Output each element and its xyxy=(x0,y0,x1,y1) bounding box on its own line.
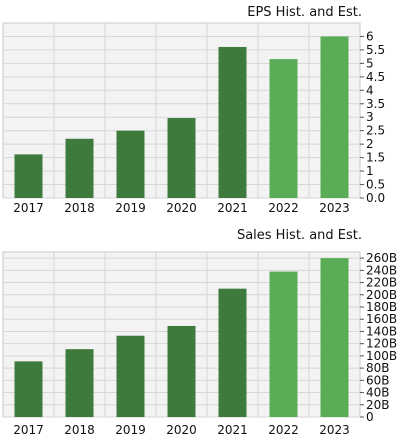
x-tick-label: 2022 xyxy=(268,201,299,215)
y-tick-label: 220B xyxy=(366,276,397,290)
y-tick-label: 0.5 xyxy=(366,178,385,192)
bar-2020 xyxy=(167,118,196,198)
x-tick-label: 2020 xyxy=(166,423,197,437)
y-tick-label: 0.0 xyxy=(366,191,385,205)
bar-2023 xyxy=(320,36,349,198)
bar-2018 xyxy=(65,138,94,198)
bar-2020 xyxy=(167,325,196,417)
x-tick-label: 2017 xyxy=(13,201,44,215)
x-tick-label: 2020 xyxy=(166,201,197,215)
y-tick-label: 260B xyxy=(366,251,397,265)
x-tick-label: 2021 xyxy=(217,201,248,215)
y-tick-label: 2 xyxy=(366,137,374,151)
y-tick-label: 5 xyxy=(366,56,374,70)
chart-title: EPS Hist. and Est. xyxy=(247,5,362,20)
bar-2017 xyxy=(14,361,43,417)
bar-2022 xyxy=(269,271,298,417)
y-tick-label: 5.5 xyxy=(366,43,385,57)
y-tick-label: 1 xyxy=(366,164,374,178)
y-tick-label: 40B xyxy=(366,386,390,400)
sales-chart-svg: 020B40B60B80B100B120B140B160B180B200B220… xyxy=(2,251,397,437)
y-tick-label: 200B xyxy=(366,288,397,302)
bar-2021 xyxy=(218,46,247,198)
x-tick-label: 2017 xyxy=(13,423,44,437)
y-tick-label: 80B xyxy=(366,361,390,375)
y-tick-label: 3.5 xyxy=(366,97,385,111)
y-tick-label: 100B xyxy=(366,349,397,363)
bar-2017 xyxy=(14,154,43,198)
x-tick-label: 2019 xyxy=(115,201,146,215)
y-tick-label: 120B xyxy=(366,337,397,351)
y-tick-label: 0 xyxy=(366,410,374,424)
y-tick-label: 2.5 xyxy=(366,124,385,138)
eps-chart: EPS Hist. and Est. 0.0 0.5 1 1.5 2 2.5 3 3.5 4 4.… xyxy=(2,5,385,215)
y-tick-label: 180B xyxy=(366,300,397,314)
y-tick-label: 160B xyxy=(366,312,397,326)
x-tick-label: 2019 xyxy=(115,423,146,437)
bar-2018 xyxy=(65,349,94,417)
x-tick-label: 2018 xyxy=(64,423,95,437)
y-tick-label: 20B xyxy=(366,398,390,412)
bar-2019 xyxy=(116,335,145,417)
x-tick-label: 2021 xyxy=(217,423,248,437)
y-tick-label: 140B xyxy=(366,324,397,338)
y-tick-label: 1.5 xyxy=(366,151,385,165)
x-tick-label: 2018 xyxy=(64,201,95,215)
bar-2021 xyxy=(218,288,247,417)
bar-2023 xyxy=(320,258,349,417)
sales-chart: Sales Hist. and Est. 0 20B 40B 60B 80B 100B 12… xyxy=(0,226,402,439)
x-tick-label: 2023 xyxy=(319,201,350,215)
y-tick-label: 6 xyxy=(366,29,374,43)
y-tick-label: 4 xyxy=(366,83,374,97)
eps-chart-svg: 0.00.511.522.533.544.555.56 2017 2018 2019 2… xyxy=(2,22,385,215)
chart-title: Sales Hist. and Est. xyxy=(236,228,362,243)
y-tick-label: 4.5 xyxy=(366,70,385,84)
bar-2022 xyxy=(269,59,298,199)
x-tick-label: 2023 xyxy=(319,423,350,437)
bar-2019 xyxy=(116,130,145,198)
y-tick-label: 240B xyxy=(366,263,397,277)
y-tick-label: 60B xyxy=(366,373,390,387)
y-tick-label: 3 xyxy=(366,110,374,124)
x-tick-label: 2022 xyxy=(268,423,299,437)
